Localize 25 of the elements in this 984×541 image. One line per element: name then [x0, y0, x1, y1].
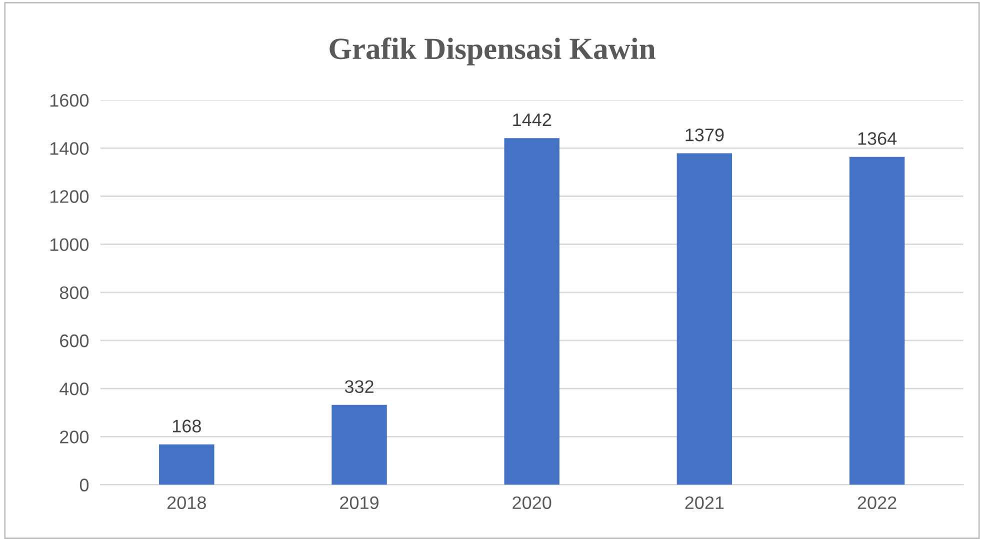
y-tick-label: 1200	[50, 190, 89, 203]
y-tick-label: 600	[60, 334, 89, 348]
y-tick-label: 1400	[50, 142, 89, 155]
y-tick-label: 200	[60, 430, 89, 444]
bar	[676, 153, 732, 485]
data-label: 332	[344, 380, 374, 394]
y-tick-label: 1600	[50, 94, 89, 107]
y-tick-label: 1000	[50, 238, 89, 252]
y-tick-label: 400	[60, 382, 89, 396]
data-label: 168	[172, 420, 201, 432]
x-tick-label: 2020	[512, 496, 552, 510]
bar	[332, 404, 387, 485]
bar	[159, 444, 214, 485]
bar	[849, 156, 905, 485]
y-tick-label: 0	[80, 478, 89, 492]
x-tick-label: 2019	[340, 496, 378, 510]
bar	[504, 138, 560, 485]
data-label: 1379	[686, 128, 724, 142]
x-tick-label: 2022	[858, 496, 896, 510]
x-tick-label: 2018	[167, 496, 206, 510]
data-label: 1364	[858, 132, 897, 145]
y-tick-label: 800	[60, 286, 89, 300]
data-label: 1442	[513, 113, 552, 126]
x-tick-label: 2021	[685, 496, 724, 510]
chart-title: Grafik Dispensasi Kawin	[330, 37, 656, 66]
